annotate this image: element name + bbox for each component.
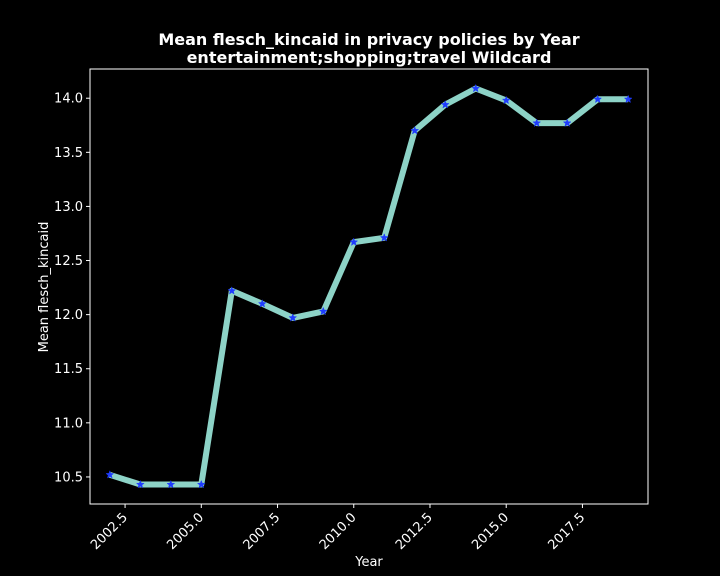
y-tick-label: 10.5 — [54, 470, 83, 485]
y-tick-label: 12.5 — [54, 254, 83, 269]
data-point-marker — [349, 237, 359, 246]
y-axis-ticks: 10.5 11.0 11.5 12.0 12.5 13.0 13.5 14.0 — [54, 92, 90, 485]
data-point-marker — [288, 313, 298, 322]
data-point-marker — [105, 470, 115, 479]
data-point-marker — [471, 83, 481, 93]
y-axis-label: Mean flesch_kincaid — [37, 222, 52, 353]
series-group — [105, 83, 633, 489]
data-point-marker — [196, 479, 206, 489]
data-point-marker — [623, 94, 633, 104]
data-point-marker — [135, 479, 145, 489]
data-point-marker — [440, 100, 450, 109]
y-tick-label: 13.5 — [54, 146, 83, 161]
data-point-marker — [501, 95, 511, 105]
data-point-marker — [410, 125, 420, 135]
data-point-marker — [593, 94, 603, 104]
y-tick-label: 11.0 — [54, 416, 83, 431]
plot-area-frame — [89, 68, 649, 505]
x-axis-label: Year — [354, 555, 383, 570]
y-tick-label: 14.0 — [54, 92, 83, 107]
data-point-marker — [166, 479, 176, 489]
data-point-marker — [257, 299, 267, 308]
data-point-marker — [318, 306, 328, 316]
y-tick-label: 12.0 — [54, 308, 83, 323]
data-point-marker — [227, 286, 237, 295]
data-point-marker — [532, 118, 542, 127]
y-tick-label: 11.5 — [54, 362, 83, 377]
chart-subtitle: entertainment;shopping;travel Wildcard — [187, 48, 552, 67]
chart-title: Mean flesch_kincaid in privacy policies … — [158, 30, 579, 49]
data-point-marker — [562, 118, 572, 127]
y-tick-label: 13.0 — [54, 200, 83, 215]
data-point-marker — [379, 233, 389, 242]
series-line — [108, 85, 629, 488]
